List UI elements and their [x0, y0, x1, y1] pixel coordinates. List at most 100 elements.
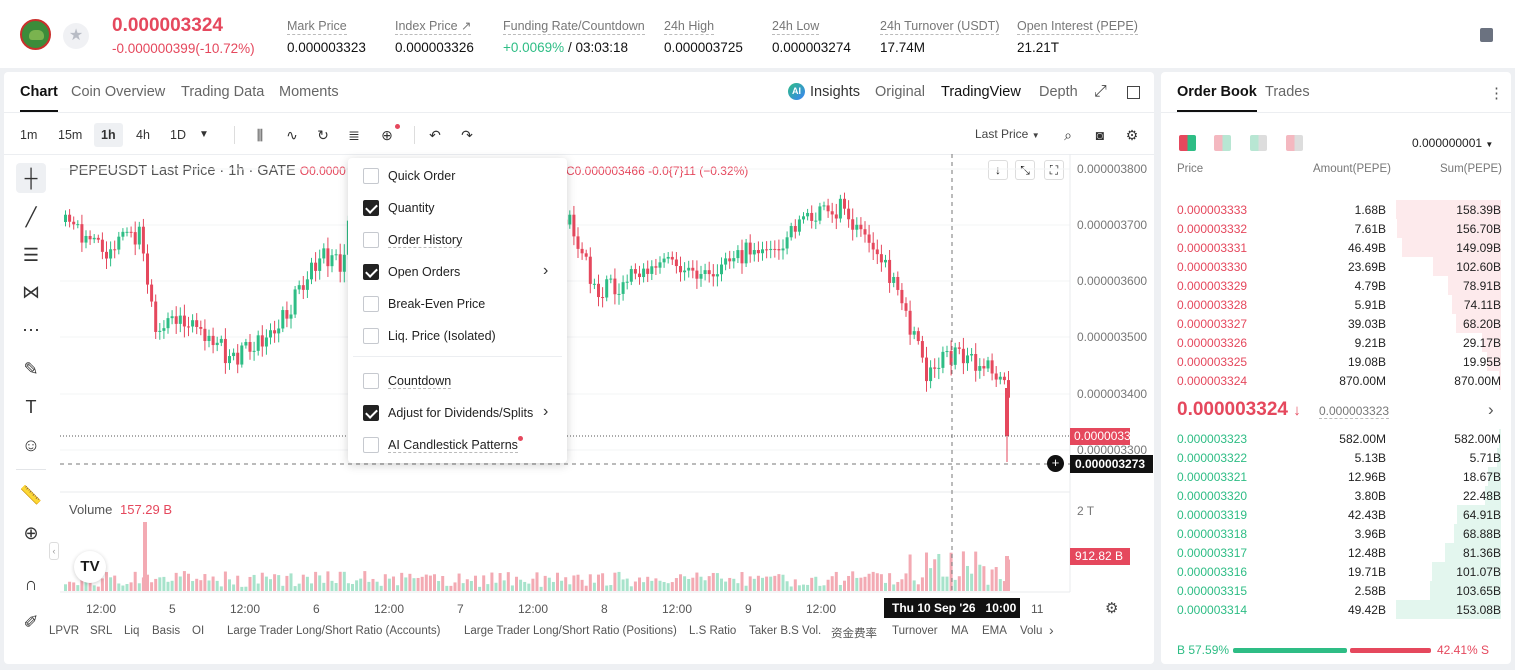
ask-row[interactable]: 0.000003327 39.03B 68.20B [1161, 314, 1511, 333]
indicator-liq[interactable]: Liq [124, 625, 140, 637]
brush-icon[interactable]: ✎ [23, 359, 39, 379]
emoji-icon[interactable]: ☺ [21, 435, 41, 455]
timeframe-4h[interactable]: 4h [136, 128, 150, 142]
indicator-turnover[interactable]: Turnover [892, 625, 938, 637]
tab-trading-data[interactable]: Trading Data [181, 84, 265, 100]
collapse-arrows-icon[interactable]: ⤡ [1015, 160, 1035, 180]
chart-settings-icon[interactable]: ⚙ [1105, 600, 1119, 617]
bid-row[interactable]: 0.000003320 3.80B 22.48B [1161, 486, 1511, 505]
chevron-down-icon[interactable]: ▼ [199, 129, 209, 140]
tab-trades[interactable]: Trades [1265, 84, 1310, 100]
price-type-select[interactable]: Last Price ▼ [975, 127, 1040, 141]
indicator-taker-vol[interactable]: Taker B.S Vol. [749, 625, 822, 637]
indicator-ls-ratio[interactable]: L.S Ratio [689, 625, 737, 637]
menu-item-break-even[interactable]: Break-Even Price [348, 292, 567, 316]
fullscreen-icon[interactable]: ⛶ [1044, 160, 1064, 180]
bid-row[interactable]: 0.000003323 582.00M 582.00M [1161, 429, 1511, 448]
checkbox[interactable] [363, 168, 379, 184]
candle-style-icon[interactable]: ⫼ [256, 127, 264, 143]
crosshair-icon[interactable]: ┼ [16, 163, 46, 193]
menu-item-order-history[interactable]: Order History [348, 228, 567, 252]
indicators-icon[interactable]: ∿ [286, 127, 298, 143]
text-icon[interactable]: T [25, 397, 37, 417]
ask-row[interactable]: 0.000003333 1.68B 158.39B [1161, 200, 1511, 219]
menu-item-open-orders[interactable]: Open Orders › [348, 260, 567, 284]
ask-row[interactable]: 0.000003329 4.79B 78.91B [1161, 276, 1511, 295]
undo-icon[interactable]: ↶ [429, 127, 441, 143]
collapse-toolbar-icon[interactable]: ‹ [49, 542, 59, 560]
indicator-ls-positions[interactable]: Large Trader Long/Short Ratio (Positions… [464, 625, 677, 637]
chevron-right-icon[interactable]: › [1049, 622, 1054, 638]
bid-row[interactable]: 0.000003317 12.48B 81.36B [1161, 543, 1511, 562]
book-layout-icon[interactable] [1214, 135, 1231, 151]
indicator-volume[interactable]: Volu [1020, 625, 1043, 637]
bid-row[interactable]: 0.000003321 12.96B 18.67B [1161, 467, 1511, 486]
book-bids-icon[interactable] [1250, 135, 1267, 151]
ask-row[interactable]: 0.000003328 5.91B 74.11B [1161, 295, 1511, 314]
book-both-icon[interactable] [1179, 135, 1196, 151]
menu-item-adjust-dividends[interactable]: Adjust for Dividends/Splits › [348, 401, 567, 425]
bid-row[interactable]: 0.000003314 49.42B 153.08B [1161, 600, 1511, 619]
bid-row[interactable]: 0.000003322 5.13B 5.71B [1161, 448, 1511, 467]
menu-item-countdown[interactable]: Countdown [348, 369, 567, 393]
more-options-icon[interactable]: ⋮ [1489, 85, 1504, 102]
menu-item-ai-patterns[interactable]: AI Candlestick Patterns [348, 433, 567, 457]
indicator-ma[interactable]: MA [951, 625, 969, 637]
expand-icon[interactable]: ⤢ [1094, 83, 1107, 100]
ask-row[interactable]: 0.000003330 23.69B 102.60B [1161, 257, 1511, 276]
book-asks-icon[interactable] [1286, 135, 1303, 151]
tab-depth[interactable]: Depth [1039, 84, 1078, 100]
tab-insights[interactable]: Insights [810, 84, 860, 100]
camera-icon[interactable]: ◙ [1095, 127, 1105, 143]
menu-item-quantity[interactable]: Quantity [348, 196, 567, 220]
mid-mark-price[interactable]: 0.000003323 [1319, 404, 1390, 419]
checkbox[interactable] [363, 373, 379, 389]
tab-original[interactable]: Original [875, 84, 925, 100]
tab-chart[interactable]: Chart [20, 84, 58, 112]
stat-index-price[interactable]: Index Price ↗ 0.000003326 [395, 19, 474, 55]
scroll-down-icon[interactable]: ↓ [988, 160, 1008, 180]
bid-row[interactable]: 0.000003316 19.71B 101.07B [1161, 562, 1511, 581]
checkbox[interactable] [363, 437, 379, 453]
tab-tradingview[interactable]: TradingView [941, 84, 1021, 100]
checkbox[interactable] [363, 200, 379, 216]
bid-row[interactable]: 0.000003315 2.58B 103.65B [1161, 581, 1511, 600]
timeframe-1d[interactable]: 1D [170, 128, 186, 142]
indicator-basis[interactable]: Basis [152, 625, 181, 637]
indicator-oi[interactable]: OI [192, 625, 205, 637]
timeframe-15m[interactable]: 15m [58, 128, 83, 142]
ask-row[interactable]: 0.000003326 9.21B 29.17B [1161, 333, 1511, 352]
indicator-lpvr[interactable]: LPVR [49, 625, 80, 637]
chevron-right-icon[interactable]: › [1488, 400, 1494, 419]
ask-row[interactable]: 0.000003325 19.08B 19.95B [1161, 352, 1511, 371]
checkbox[interactable] [363, 232, 379, 248]
indicator-funding-rate[interactable]: 资金费率 [831, 628, 877, 640]
bid-row[interactable]: 0.000003319 42.43B 64.91B [1161, 505, 1511, 524]
ruler-icon[interactable]: 📏 [19, 485, 43, 505]
tab-moments[interactable]: Moments [279, 84, 339, 100]
bid-row[interactable]: 0.000003318 3.96B 68.88B [1161, 524, 1511, 543]
search-icon[interactable]: ⌕ [1064, 127, 1072, 143]
timeframe-1h[interactable]: 1h [94, 123, 123, 147]
magnet-icon[interactable]: ∩ [24, 574, 38, 594]
redo-icon[interactable]: ↷ [461, 127, 473, 143]
favorite-star-icon[interactable]: ★ [63, 23, 89, 49]
checkbox[interactable] [363, 264, 379, 280]
menu-item-quick-order[interactable]: Quick Order [348, 164, 567, 188]
checkbox[interactable] [363, 328, 379, 344]
indicator-srl[interactable]: SRL [90, 625, 113, 637]
gear-icon[interactable]: ⚙ [1125, 127, 1139, 143]
ask-row[interactable]: 0.000003324 870.00M 870.00M [1161, 371, 1511, 390]
guide-book-icon[interactable] [1480, 28, 1493, 42]
tab-coin-overview[interactable]: Coin Overview [71, 84, 166, 100]
tab-order-book[interactable]: Order Book [1177, 84, 1257, 112]
menu-item-liq-price[interactable]: Liq. Price (Isolated) [348, 324, 567, 348]
add-icon[interactable]: ⊕ [381, 127, 393, 143]
stat-funding-rate[interactable]: Funding Rate/Countdown +0.0069% / 03:03:1… [503, 19, 645, 55]
fib-icon[interactable]: ⋯ [22, 320, 40, 340]
price-chart[interactable] [4, 72, 1154, 664]
add-alert-icon[interactable]: + [1047, 455, 1064, 472]
window-icon[interactable] [1127, 86, 1140, 99]
ask-row[interactable]: 0.000003332 7.61B 156.70B [1161, 219, 1511, 238]
indicator-ls-accounts[interactable]: Large Trader Long/Short Ratio (Accounts) [227, 625, 441, 637]
